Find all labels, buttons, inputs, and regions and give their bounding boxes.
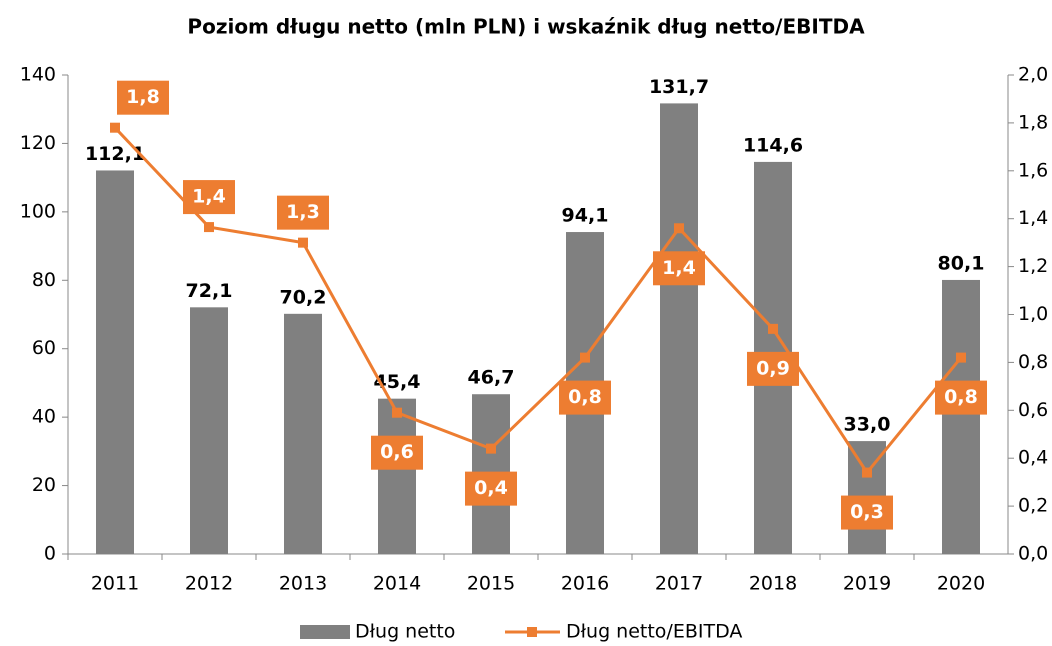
line-label-box xyxy=(277,195,329,230)
y-tick-label: 80 xyxy=(32,269,56,291)
x-tick-label: 2015 xyxy=(467,573,515,595)
line-marker xyxy=(956,352,966,363)
x-tick-label: 2011 xyxy=(91,573,139,595)
y2-tick-label: 0,6 xyxy=(1018,399,1048,421)
x-tick-label: 2012 xyxy=(185,573,233,595)
bar-value-label: 114,6 xyxy=(743,134,803,156)
x-tick-label: 2018 xyxy=(749,573,797,595)
bar xyxy=(96,170,134,554)
line-value-label: 0,8 xyxy=(944,386,978,408)
y-tick-label: 120 xyxy=(20,132,56,154)
bar xyxy=(190,307,228,554)
line-marker xyxy=(298,237,308,248)
x-tick-label: 2020 xyxy=(937,573,985,595)
line-label-box xyxy=(183,180,235,215)
line-value-label: 0,6 xyxy=(380,441,414,463)
x-tick-label: 2013 xyxy=(279,573,327,595)
line-marker xyxy=(110,122,120,133)
y2-tick-label: 1,0 xyxy=(1018,303,1048,325)
bar-value-label: 72,1 xyxy=(186,280,233,302)
y-tick-label: 0 xyxy=(44,543,56,565)
line-value-label: 0,3 xyxy=(850,501,884,523)
bar-value-label: 131,7 xyxy=(649,76,709,98)
line-label-box xyxy=(371,435,423,470)
bar-value-label: 45,4 xyxy=(374,371,421,393)
y-tick-label: 40 xyxy=(32,406,56,428)
y2-tick-label: 0,2 xyxy=(1018,495,1048,517)
x-tick-label: 2017 xyxy=(655,573,703,595)
legend-swatch xyxy=(300,625,350,639)
bar xyxy=(660,103,698,554)
bar-value-label: 94,1 xyxy=(562,205,609,227)
y2-tick-label: 0,8 xyxy=(1018,351,1048,373)
line-value-label: 1,8 xyxy=(126,86,160,108)
line-marker xyxy=(862,467,872,478)
legend-swatch xyxy=(527,627,537,637)
y2-tick-label: 0,4 xyxy=(1018,447,1048,469)
line-value-label: 1,4 xyxy=(662,257,696,279)
x-tick-label: 2019 xyxy=(843,573,891,595)
line-value-label: 1,4 xyxy=(192,186,226,208)
line-value-label: 0,9 xyxy=(756,357,790,379)
y-tick-label: 60 xyxy=(32,337,56,359)
bar-value-label: 46,7 xyxy=(468,367,515,389)
line-value-label: 1,3 xyxy=(286,201,320,223)
line-marker xyxy=(392,407,402,418)
y2-tick-label: 0,0 xyxy=(1018,543,1048,565)
bar-value-label: 80,1 xyxy=(938,252,985,274)
line-value-label: 0,8 xyxy=(568,386,602,408)
bar-value-label: 33,0 xyxy=(844,414,891,436)
line xyxy=(113,126,963,476)
y2-tick-label: 2,0 xyxy=(1018,64,1048,86)
line-label-box xyxy=(747,351,799,386)
legend-label: Dług netto xyxy=(355,621,455,643)
line-marker xyxy=(768,323,778,334)
line-marker xyxy=(674,223,684,234)
y-tick-label: 140 xyxy=(20,64,56,86)
y2-tick-label: 1,6 xyxy=(1018,159,1048,181)
line-marker xyxy=(486,443,496,454)
line-label-box xyxy=(653,251,705,286)
y2-tick-label: 1,2 xyxy=(1018,255,1048,277)
line-label-box xyxy=(465,471,517,506)
line-marker xyxy=(580,352,590,363)
line-label-box xyxy=(935,380,987,415)
line-label-box xyxy=(841,495,893,530)
bar-value-label: 112,1 xyxy=(85,143,145,165)
bar xyxy=(942,279,980,554)
y-tick-label: 100 xyxy=(20,200,56,222)
line-value-label: 0,4 xyxy=(474,477,508,499)
y2-tick-label: 1,4 xyxy=(1018,207,1048,229)
line-marker xyxy=(204,222,214,233)
chart-title: Poziom długu netto (mln PLN) i wskaźnik … xyxy=(187,15,865,39)
bar xyxy=(378,398,416,554)
y-tick-label: 20 xyxy=(32,474,56,496)
line-label-box xyxy=(559,380,611,415)
legend-label: Dług netto/EBITDA xyxy=(566,621,742,643)
bar-value-label: 70,2 xyxy=(280,286,327,308)
line-label-box xyxy=(117,80,169,115)
y2-tick-label: 1,8 xyxy=(1018,111,1048,133)
bar xyxy=(284,313,322,554)
x-tick-label: 2016 xyxy=(561,573,609,595)
x-tick-label: 2014 xyxy=(373,573,421,595)
